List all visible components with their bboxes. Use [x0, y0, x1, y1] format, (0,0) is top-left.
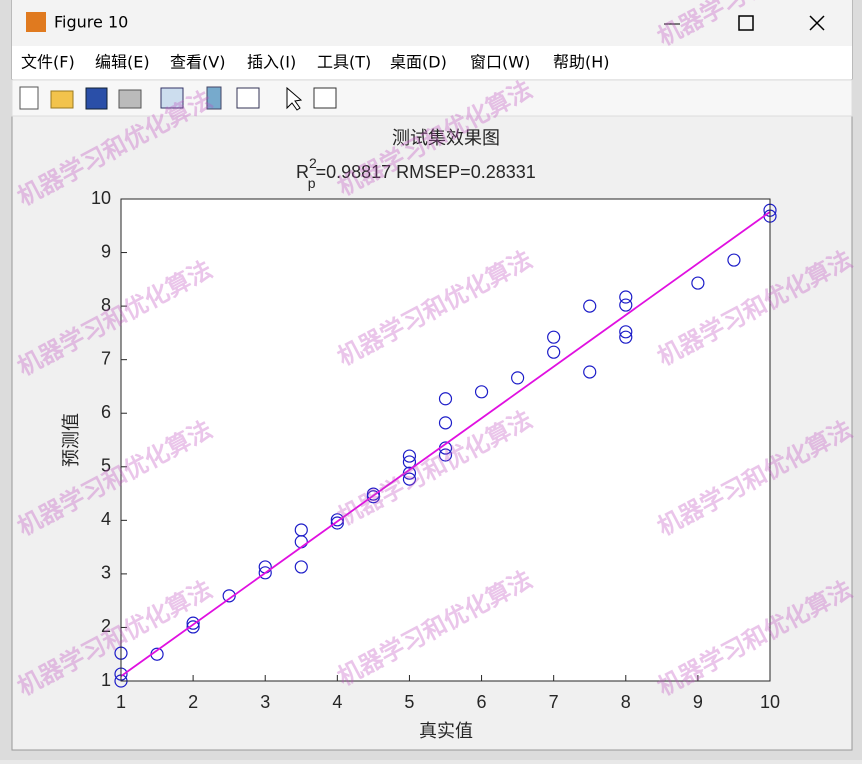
menu-item[interactable]: 工具(T) [317, 53, 371, 72]
fit-line [120, 211, 771, 677]
app-icon [26, 12, 46, 32]
new-button[interactable] [19, 86, 39, 110]
menu-group: 文件(F) 编辑(E) 查看(V) 插入(I) 工具(T) 桌面(D) 窗口(W) 帮助(H) [21, 53, 610, 72]
x-tick-label: 4 [332, 692, 342, 712]
plot-group: 1 2 3 4 5 6 7 8 9 10 1 2 3 4 5 6 7 8 9 10 [91, 188, 780, 712]
point [547, 345, 561, 359]
point [366, 490, 380, 504]
pointer-button[interactable] [286, 86, 303, 111]
x-tick-label: 9 [693, 692, 703, 712]
y-tick-label: 7 [101, 348, 111, 368]
point [222, 589, 236, 603]
point [330, 513, 344, 527]
chart-title: 测试集效果图 [392, 128, 500, 148]
point [619, 330, 633, 344]
menu-item[interactable]: 窗口(W) [470, 53, 530, 72]
point [438, 392, 453, 406]
subtitle-base: R [296, 162, 309, 182]
y-tick-label: 1 [101, 670, 111, 690]
x-tick-label: 10 [760, 692, 780, 712]
menu-item[interactable]: 帮助(H) [553, 53, 610, 72]
colorbar-button[interactable] [206, 86, 222, 110]
menu-item[interactable]: 插入(I) [247, 53, 296, 72]
x-tick-label: 2 [188, 692, 198, 712]
point [583, 365, 597, 379]
x-axis-label: 真实值 [419, 721, 473, 741]
point [511, 371, 525, 385]
menu-item[interactable]: 编辑(E) [95, 53, 150, 72]
y-tick-label: 10 [91, 188, 111, 208]
save-button[interactable] [85, 87, 108, 110]
chart-subtitle: R2 p=0.98817 RMSEP=0.28331 [296, 155, 536, 191]
menu-bar [12, 46, 852, 79]
point [619, 290, 633, 304]
x-tick-label: 6 [477, 692, 487, 712]
close-button[interactable] [809, 15, 825, 31]
x-tick-label: 7 [549, 692, 559, 712]
menu-item[interactable]: 文件(F) [21, 53, 75, 72]
point [474, 385, 489, 399]
y-tick-label: 5 [101, 456, 111, 476]
y-tick-label: 9 [101, 241, 111, 261]
y-tick-label: 3 [101, 563, 111, 583]
plot-area [121, 199, 770, 681]
point [330, 516, 344, 530]
window-title: Figure 10 [54, 13, 128, 32]
point [619, 298, 633, 312]
y-axis-label: 预测值 [61, 413, 81, 467]
point [186, 616, 200, 630]
point [619, 325, 633, 339]
menu-item[interactable]: 桌面(D) [390, 53, 447, 72]
point [438, 416, 453, 430]
property-button[interactable] [313, 87, 337, 109]
y-tick-label: 8 [101, 295, 111, 315]
point [438, 448, 453, 462]
x-tick-label: 1 [116, 692, 126, 712]
point [402, 472, 417, 486]
x-tick-label: 5 [404, 692, 414, 712]
x-tick-label: 8 [621, 692, 631, 712]
menu-item[interactable]: 查看(V) [170, 53, 225, 72]
point [402, 449, 417, 463]
link-button[interactable] [160, 87, 184, 109]
y-tick-label: 2 [101, 616, 111, 636]
axes-box [120, 198, 771, 682]
point [402, 455, 417, 469]
point [294, 560, 308, 574]
open-button[interactable] [50, 90, 74, 109]
maximize-button[interactable] [738, 15, 754, 31]
subtitle-rest: =0.98817 RMSEP=0.28331 [316, 162, 536, 182]
title-bar [12, 0, 852, 46]
point [186, 620, 200, 634]
point [691, 276, 705, 290]
point [258, 566, 272, 580]
y-tick-label: 6 [101, 402, 111, 422]
print-button[interactable] [118, 89, 142, 109]
y-tick-label: 4 [101, 509, 111, 529]
toolbar-icons [19, 86, 337, 111]
point [583, 299, 597, 313]
subtitle-sup: 2 [309, 155, 317, 171]
subtitle-sub: p [308, 175, 316, 191]
toolbar [11, 79, 853, 117]
x-tick-label: 3 [260, 692, 270, 712]
legend-button[interactable] [236, 87, 260, 109]
point [547, 330, 561, 344]
point [727, 253, 741, 267]
